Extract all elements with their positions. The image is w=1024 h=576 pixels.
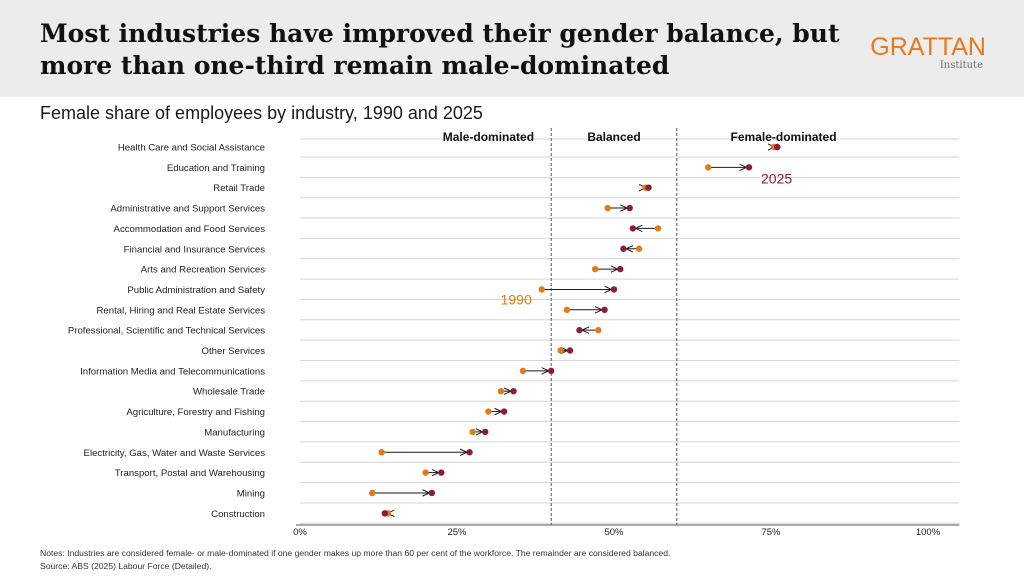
point-2025 (482, 428, 489, 436)
point-1990 (369, 489, 376, 497)
category-label: Accommodation and Food Services (114, 224, 266, 235)
region-layer: Male-dominated Balanced Female-dominated (443, 128, 837, 525)
brand-name: GRATTAN (870, 33, 986, 61)
point-1990 (378, 449, 385, 456)
region-label: Female-dominated (731, 130, 837, 144)
point-1990 (485, 408, 492, 415)
x-tick-label: 25% (447, 527, 467, 538)
brand-sub: Institute (939, 60, 983, 71)
point-1990 (654, 225, 662, 232)
point-2025 (466, 449, 473, 456)
point-2025 (500, 408, 508, 415)
point-2025 (629, 225, 637, 232)
x-tick-label: 75% (761, 527, 781, 538)
category-label: Agriculture, Forestry and Fishing (126, 407, 265, 418)
category-label: Health Care and Social Assistance (118, 143, 265, 154)
category-label: Manufacturing (204, 427, 265, 438)
category-label: Other Services (202, 346, 266, 357)
point-1990 (519, 367, 527, 375)
point-2025 (620, 245, 627, 252)
region-label: Male-dominated (443, 130, 534, 144)
region-label: Balanced (587, 130, 640, 144)
point-2025 (548, 367, 555, 375)
category-label: Professional, Scientific and Technical S… (68, 326, 265, 337)
category-label: Transport, Postal and Warehousing (115, 468, 265, 479)
point-2025 (626, 204, 633, 212)
point-1990 (538, 286, 545, 293)
source-text: Source: ABS (2025) Labour Force (Detaile… (40, 560, 212, 571)
point-2025 (617, 265, 624, 273)
point-1990 (563, 306, 571, 313)
category-label: Retail Trade (213, 183, 265, 194)
point-1990 (469, 428, 476, 436)
point-2025 (510, 388, 517, 395)
category-label: Mining (237, 488, 265, 499)
point-1990 (591, 265, 599, 273)
data-marks (369, 143, 781, 517)
category-label: Administrative and Support Services (110, 204, 265, 215)
header-band: Most industries have improved their gend… (0, 0, 1024, 97)
point-1990 (635, 245, 643, 252)
point-2025 (610, 286, 618, 293)
point-2025 (438, 469, 445, 476)
category-label: Education and Training (167, 163, 265, 174)
point-2025 (601, 306, 608, 313)
category-label: Rental, Hiring and Real Estate Services (96, 305, 265, 316)
brand-logo: GRATTAN Institute (862, 34, 986, 71)
series-annotation: 2025 (761, 170, 792, 186)
point-2025 (645, 184, 652, 191)
category-label: Financial and Insurance Services (124, 244, 266, 255)
category-label: Construction (211, 509, 265, 520)
point-2025 (381, 510, 388, 517)
page-title: Most industries have improved their gend… (40, 18, 840, 82)
title-line-1: Most industries have improved their gend… (40, 19, 840, 48)
point-1990 (497, 388, 505, 395)
point-1990 (604, 204, 611, 212)
chart-subtitle: Female share of employees by industry, 1… (40, 103, 483, 123)
point-1990 (705, 164, 712, 171)
series-annotation: 1990 (501, 291, 532, 307)
category-label: Arts and Recreation Services (141, 265, 265, 276)
grid-layer (300, 138, 960, 524)
x-tick-label: 100% (916, 527, 941, 538)
point-1990 (595, 326, 602, 334)
category-labels: Health Care and Social Assistance Educati… (68, 143, 265, 520)
category-label: Wholesale Trade (193, 387, 265, 398)
point-2025 (774, 143, 781, 151)
category-label: Electricity, Gas, Water and Waste Servic… (84, 448, 266, 459)
point-2025 (745, 164, 753, 171)
point-2025 (566, 347, 574, 354)
x-axis: 0% 25% 50% 75% 100% (293, 524, 960, 538)
notes-text: Notes: Industries are considered female-… (40, 548, 671, 558)
x-tick-label: 50% (604, 527, 624, 538)
title-line-2: more than one-third remain male-dominate… (40, 51, 670, 80)
point-2025 (428, 489, 436, 497)
category-label: Information Media and Telecommunications (80, 366, 265, 377)
chart-notes: Notes: Industries are considered female-… (40, 547, 670, 572)
point-1990 (557, 347, 564, 354)
dumbbell-chart: Male-dominated Balanced Female-dominated 0… (68, 128, 960, 538)
point-1990 (422, 469, 429, 476)
point-2025 (576, 326, 583, 334)
category-label: Public Administration and Safety (127, 285, 265, 296)
x-tick-label: 0% (293, 527, 307, 538)
annotations: 2025 1990 (501, 170, 793, 307)
